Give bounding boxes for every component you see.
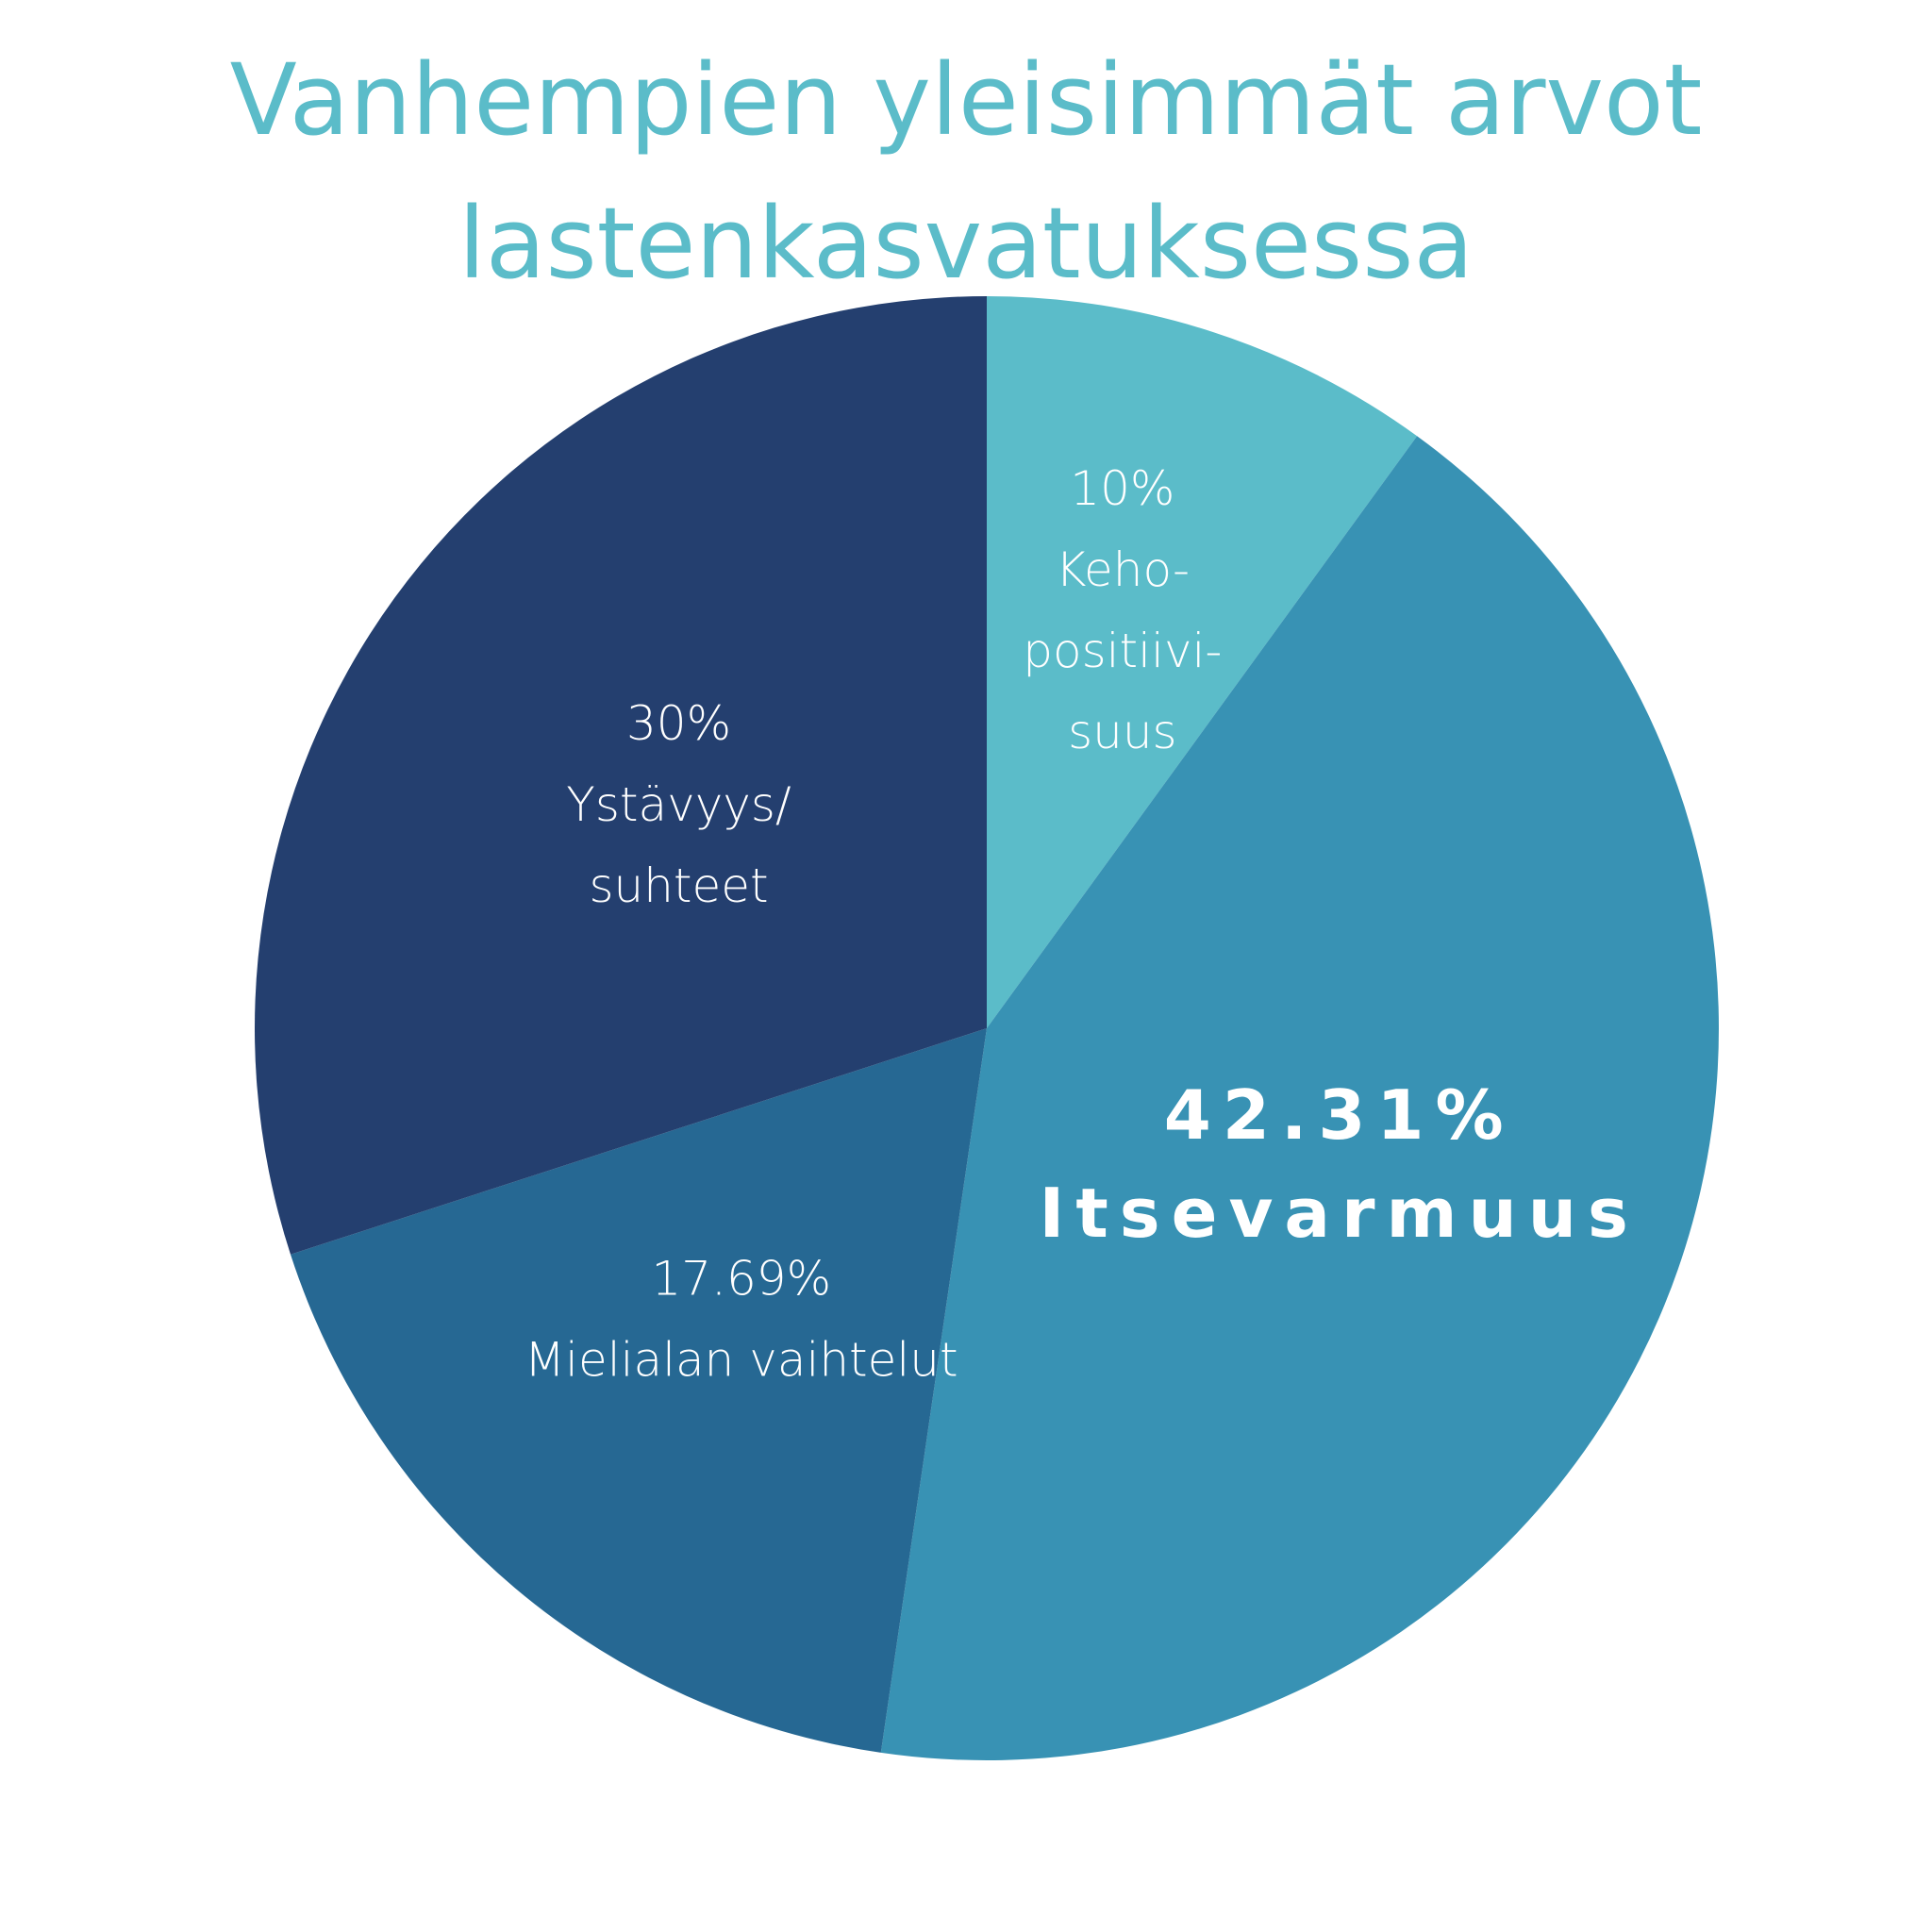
pie-labels: 10% Keho-positiivi-suus 42.31% Itsevarmuus 1… (525, 461, 1640, 1387)
pie-slice-label-line: suus (1068, 705, 1176, 759)
pie-slice-label-3: 17.69% Mielialan vaihtelut (525, 1251, 958, 1387)
pie-slice-label-1: 10% Keho-positiivi-suus (1023, 461, 1222, 759)
pie-slice-2 (880, 436, 1719, 1760)
pie-slice-label-2: 42.31% Itsevarmuus (1040, 1075, 1640, 1253)
pie-slice-label-line: 42.31% (1164, 1075, 1515, 1155)
chart-title: Vanhempien yleisimmät arvot lastenkasvat… (0, 28, 1932, 315)
pie-slice-label-line: Keho- (1056, 542, 1190, 597)
pie-slice-label-4: 30% Ystävyys/suhteet (566, 696, 791, 913)
pie-slice-label-line: 17.69% (651, 1251, 831, 1306)
pie-slice-label-line: Itsevarmuus (1040, 1174, 1640, 1253)
pie-slices (254, 296, 1719, 1760)
pie-slice-3 (290, 1028, 988, 1753)
pie-slice-label-line: Ystävyys/ (566, 777, 791, 832)
chart-title-line-1: Vanhempien yleisimmät arvot (229, 42, 1703, 158)
pie-slice-label-line: suhteet (589, 858, 768, 913)
pie-slice-label-line: 10% (1070, 461, 1174, 516)
pie-slice-label-line: 30% (626, 696, 731, 751)
pie-slice-1 (987, 296, 1418, 1028)
pie-slice-label-line: positiivi- (1023, 624, 1222, 678)
pie-slice-label-line: Mielialan vaihtelut (525, 1332, 958, 1387)
pie-slice-4 (254, 296, 987, 1255)
chart-title-line-2: lastenkasvatuksessa (458, 186, 1474, 301)
